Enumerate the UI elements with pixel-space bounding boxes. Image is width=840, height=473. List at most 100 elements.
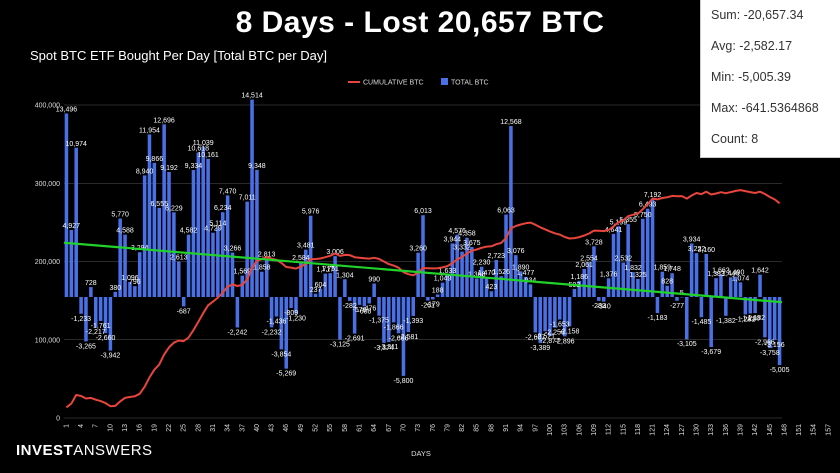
x-tick-label: 79 — [444, 424, 451, 432]
total-btc-bar — [680, 296, 684, 298]
total-btc-bar — [299, 261, 303, 297]
total-btc-bar — [509, 126, 513, 298]
x-tick-label: 10 — [107, 424, 114, 432]
total-btc-bar — [665, 285, 669, 297]
x-tick-label: 64 — [371, 424, 378, 432]
bar-data-label: 11,039 — [193, 140, 214, 147]
total-btc-bar — [181, 297, 186, 307]
x-tick-label: 40 — [254, 424, 261, 432]
x-tick-label: 58 — [342, 424, 349, 432]
total-btc-bar — [235, 297, 240, 328]
bar-data-label: -687 — [177, 308, 191, 315]
total-btc-bar — [396, 297, 401, 334]
legend-total-swatch — [441, 78, 448, 85]
total-btc-bar — [650, 199, 655, 297]
bar-data-label: -5,800 — [394, 378, 414, 385]
bar-data-label: 4,576 — [448, 228, 466, 235]
x-tick-label: 121 — [650, 424, 657, 436]
x-tick-label: 46 — [283, 424, 290, 432]
total-btc-bar — [352, 297, 357, 334]
bar-data-label: 1,748 — [663, 266, 681, 273]
bar-data-label: 2,554 — [580, 255, 598, 262]
total-btc-bar — [567, 297, 572, 327]
total-btc-bar — [675, 297, 679, 301]
bar-data-label: 1,049 — [434, 276, 452, 283]
total-btc-bar — [167, 171, 171, 297]
bar-data-label: -3,156 — [765, 342, 785, 349]
x-tick-label: 88 — [488, 424, 495, 432]
bar-data-label: 3,222 — [688, 246, 706, 253]
cumulative-btc-line — [65, 189, 781, 409]
x-tick-label: 4 — [78, 424, 85, 428]
bar-data-label: 5,750 — [634, 212, 652, 219]
bar-data-label: 2,061 — [575, 262, 593, 269]
bar-data-label: 5,114 — [209, 220, 226, 227]
x-tick-label: 145 — [767, 424, 774, 436]
bar-data-label: 3,675 — [463, 240, 481, 247]
legend-cumulative-label: CUMULATIVE BTC — [363, 80, 424, 87]
bar-data-label: 1,477 — [517, 270, 535, 277]
x-tick-label: 133 — [708, 424, 715, 436]
total-btc-bar — [763, 297, 767, 338]
total-btc-bar — [74, 147, 78, 297]
bar-data-label: 604 — [315, 282, 327, 289]
x-tick-label: 97 — [532, 424, 539, 432]
bar-data-label: -1,866 — [384, 324, 404, 331]
bar-data-label: -1,230 — [286, 316, 306, 323]
x-axis-label: DAYS — [411, 449, 431, 458]
x-tick-label: 34 — [225, 424, 232, 432]
bar-data-label: 2,532 — [614, 256, 632, 263]
total-btc-bar — [611, 233, 616, 297]
total-btc-bar — [758, 274, 762, 297]
bar-data-label: 1,751 — [321, 266, 339, 273]
bar-data-label: 10,974 — [65, 141, 87, 148]
bar-data-label: -2,256 — [545, 330, 565, 337]
x-tick-label: 52 — [313, 424, 320, 432]
total-btc-bar — [592, 246, 596, 297]
stat-max: Max: -641.5364868 — [711, 101, 819, 115]
total-btc-bar — [284, 297, 288, 369]
bar-data-label: 1,096 — [121, 275, 139, 282]
bar-data-label: 3,728 — [585, 239, 603, 246]
total-btc-bar — [479, 266, 484, 297]
x-tick-label: 73 — [415, 424, 422, 432]
bar-data-label: 1,642 — [751, 268, 769, 275]
total-btc-bar — [279, 297, 284, 350]
bar-data-label: -1,653 — [550, 321, 570, 328]
bar-data-label: 1,858 — [253, 265, 271, 272]
total-btc-bar — [98, 297, 103, 321]
bar-data-label: 3,934 — [683, 236, 701, 243]
bar-data-label: -3,125 — [330, 342, 350, 349]
bar-data-label: 423 — [486, 284, 498, 291]
bar-data-label: -2,581 — [398, 334, 418, 341]
bar-data-label: -3,389 — [530, 345, 550, 352]
bar-data-label: 5,770 — [111, 212, 129, 219]
legend-total-label: TOTAL BTC — [451, 80, 489, 87]
x-tick-label: 31 — [210, 424, 217, 432]
bar-data-label: 9,348 — [248, 163, 266, 170]
total-btc-bar — [245, 201, 249, 297]
total-btc-bar — [152, 162, 157, 297]
bar-data-label: 3,944 — [444, 236, 462, 243]
total-btc-bar — [318, 288, 323, 297]
total-btc-bar — [768, 297, 772, 349]
total-btc-bar — [489, 291, 494, 297]
total-btc-bar — [367, 297, 372, 304]
total-btc-bar — [484, 277, 489, 297]
x-tick-label: 7 — [93, 424, 100, 428]
total-btc-bar — [64, 113, 69, 297]
bar-data-label: -1,436 — [267, 319, 287, 326]
bar-data-label: -2,966 — [755, 339, 775, 346]
bar-data-label: 14,514 — [241, 93, 263, 100]
x-tick-label: 142 — [752, 424, 759, 436]
bar-data-label: 2,230 — [473, 260, 491, 267]
x-tick-label: 127 — [679, 424, 686, 436]
x-tick-label: 109 — [591, 424, 598, 436]
bar-data-label: -1,375 — [369, 318, 389, 325]
bar-data-label: 2,813 — [258, 252, 276, 259]
total-btc-bar — [601, 297, 606, 302]
total-btc-bar — [196, 152, 201, 297]
total-btc-bar — [211, 232, 215, 297]
x-tick-label: 49 — [298, 424, 305, 432]
x-tick-label: 106 — [576, 424, 583, 436]
